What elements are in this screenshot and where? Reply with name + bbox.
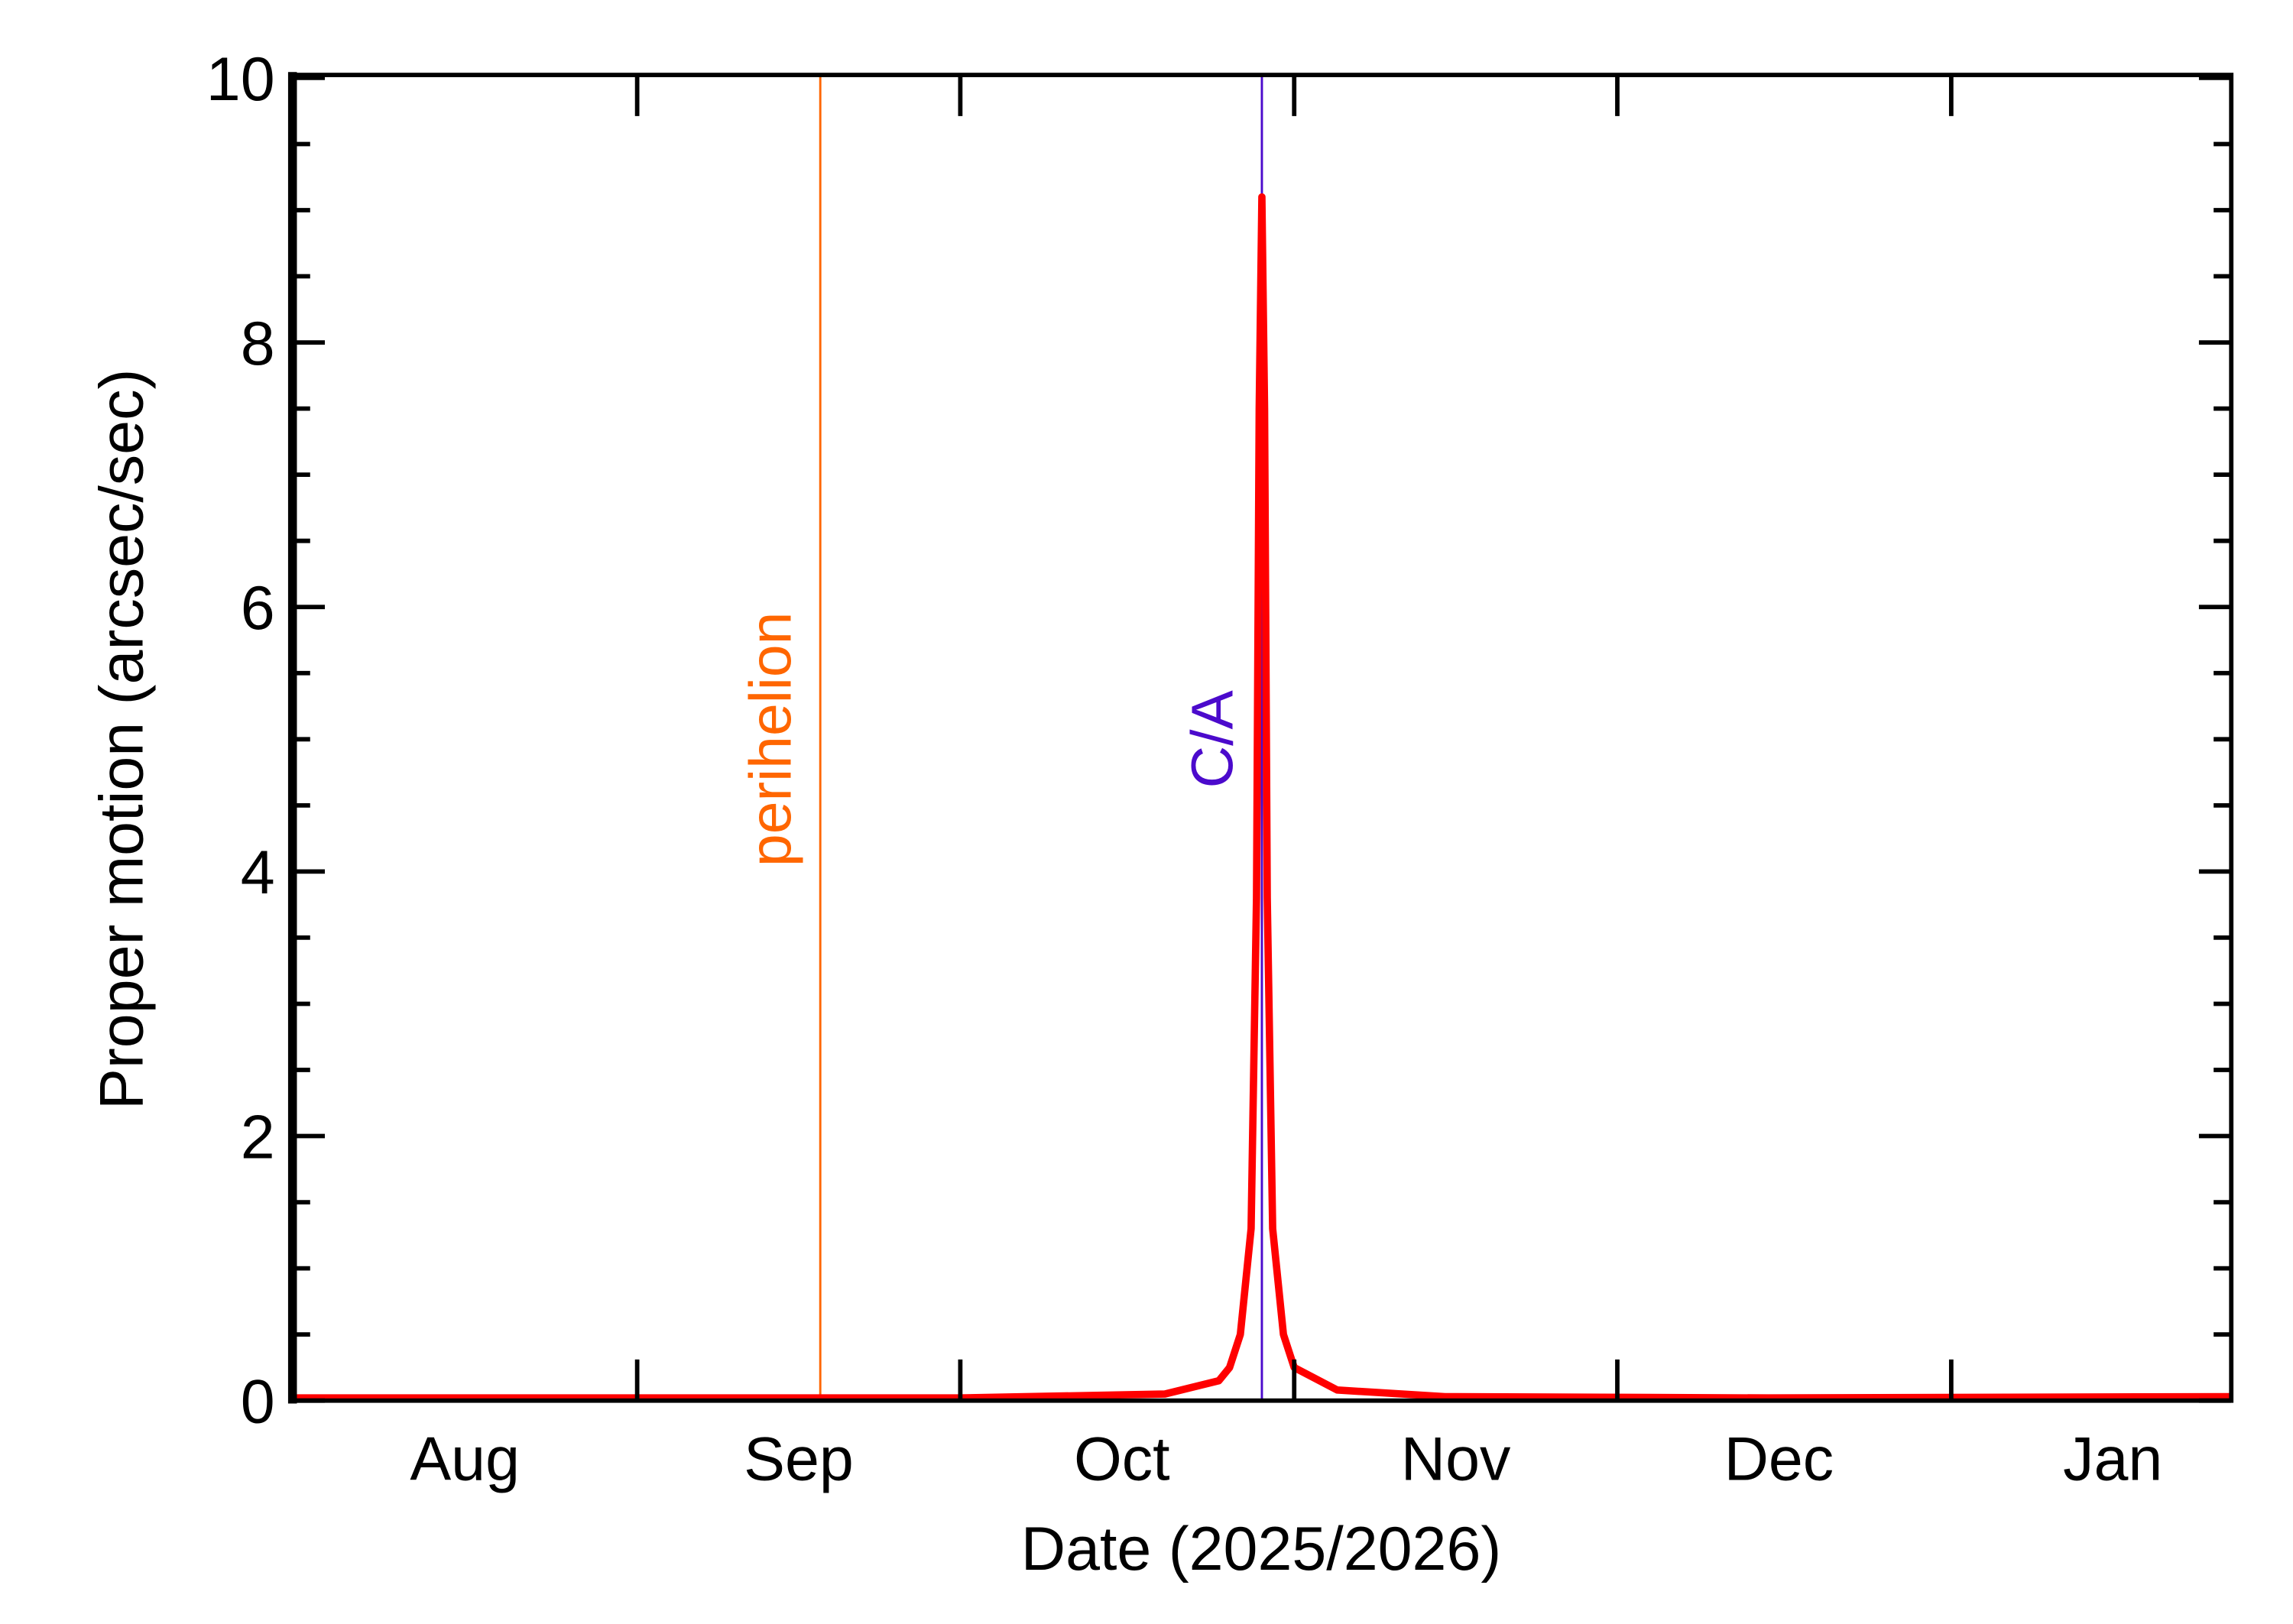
y-tick-label: 0 <box>241 1368 275 1437</box>
x-tick-label: Dec <box>1724 1425 1834 1494</box>
y-tick-label: 6 <box>241 574 275 643</box>
x-tick-label: Jan <box>2063 1425 2162 1494</box>
y-tick-label: 2 <box>241 1103 275 1172</box>
series-line-0 <box>292 193 2232 1402</box>
x-tick-label: Sep <box>744 1425 854 1494</box>
y-tick-label: 4 <box>241 838 275 907</box>
y-tick-label: 10 <box>206 45 275 114</box>
annotation-label-0: perihelion <box>738 612 804 867</box>
x-axis-title: Date (2025/2026) <box>1021 1515 1502 1583</box>
y-tick-label: 8 <box>241 310 275 378</box>
x-tick-label: Oct <box>1074 1425 1170 1494</box>
y-axis-title: Proper motion (arcsec/sec) <box>88 369 157 1110</box>
x-tick-label: Nov <box>1401 1425 1511 1494</box>
annotation-label-1: C/A <box>1180 690 1246 789</box>
x-tick-label: Aug <box>410 1425 520 1494</box>
